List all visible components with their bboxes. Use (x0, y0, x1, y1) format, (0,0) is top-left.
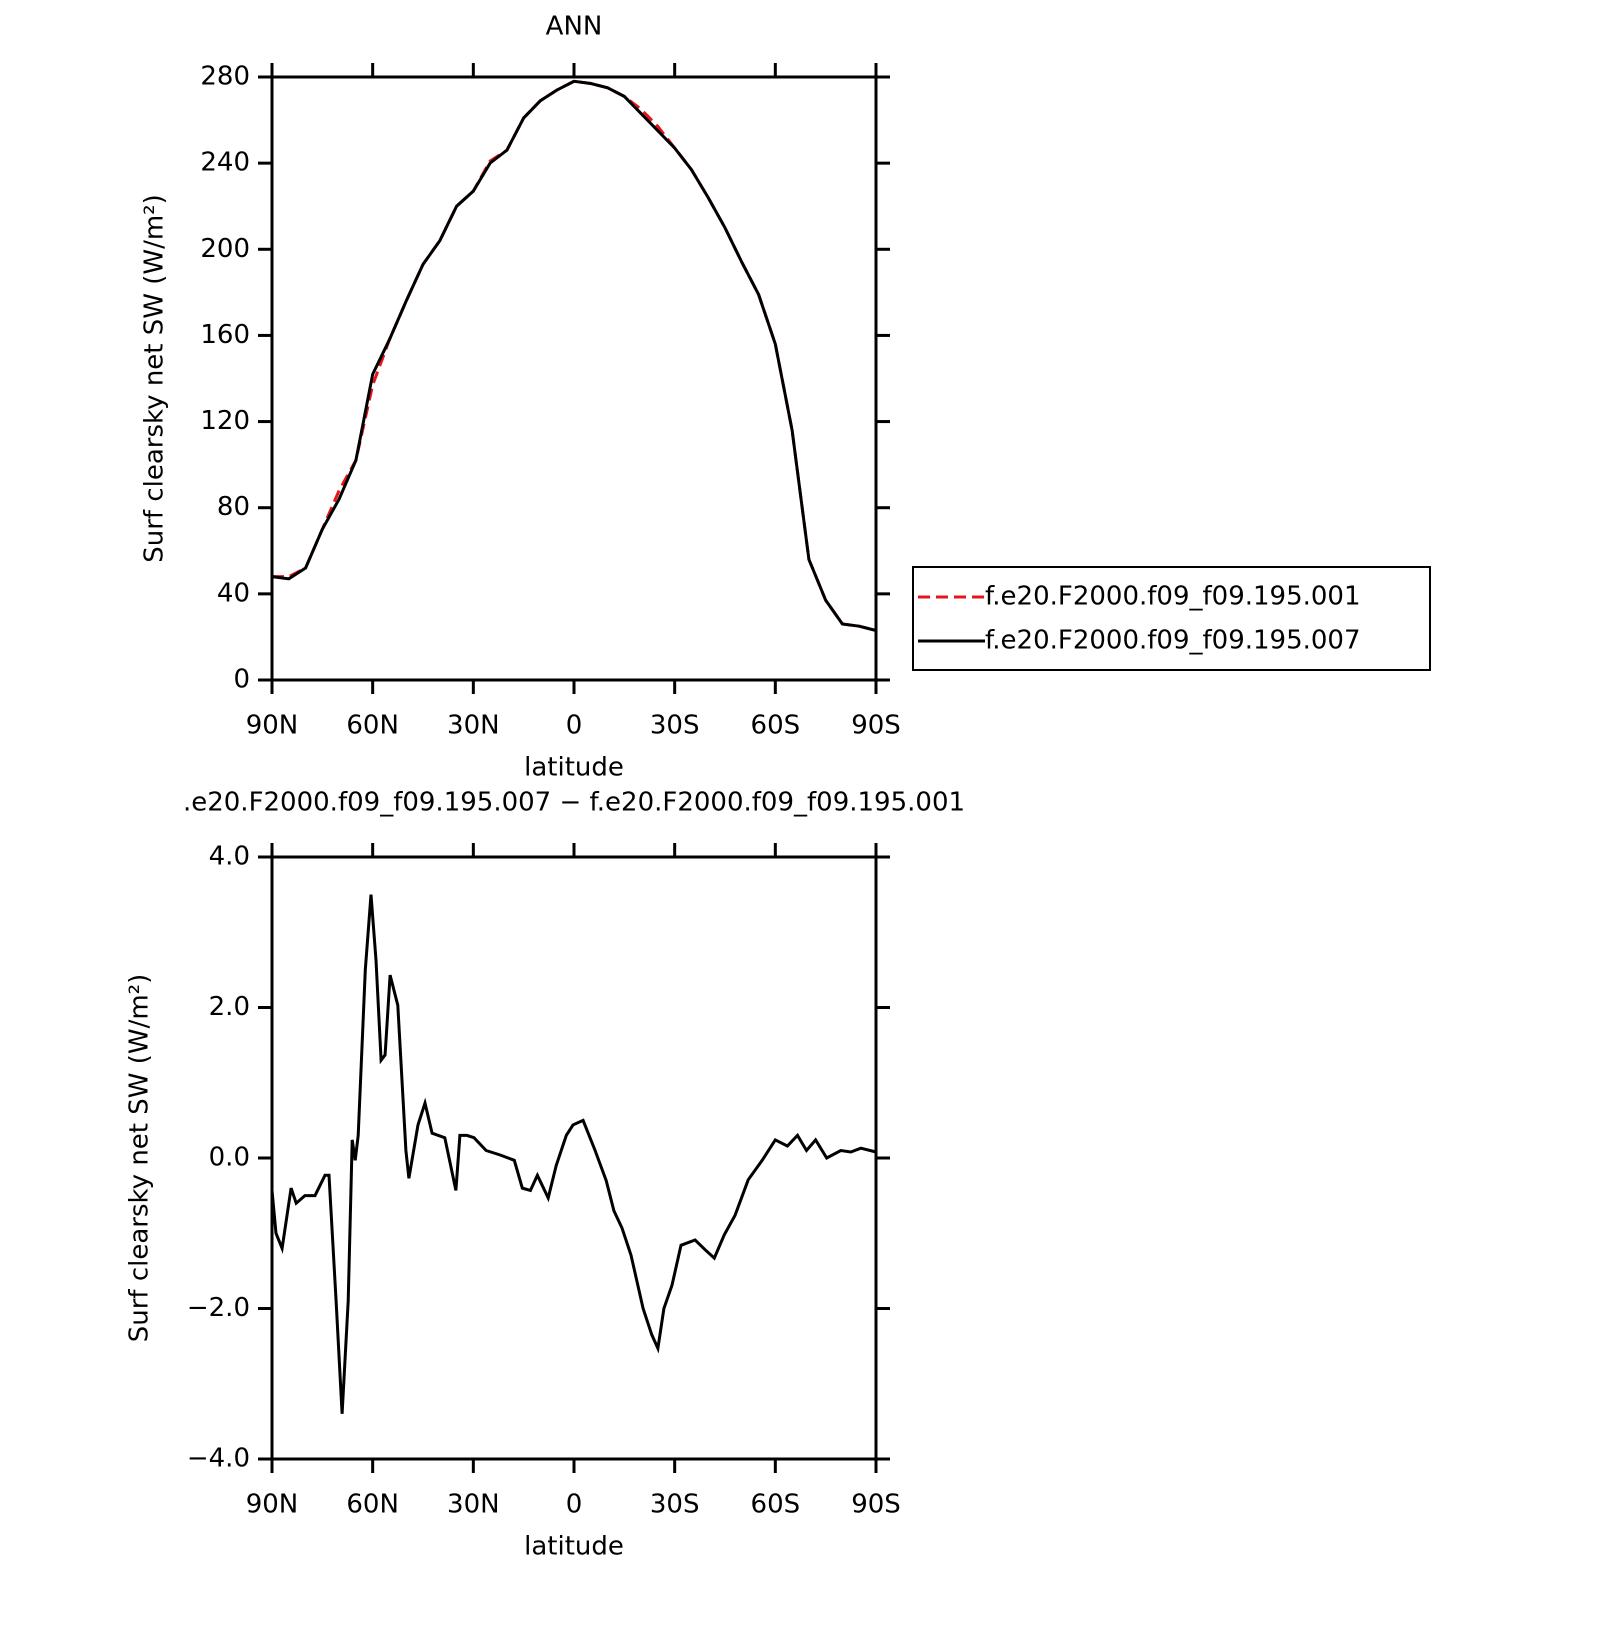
x-axis-label: latitude (524, 1532, 624, 1562)
plot-frame (270, 75, 878, 682)
x-tick-label: 90N (246, 1490, 299, 1520)
plot-frame (270, 855, 878, 1461)
y-axis-label: Surf clearsky net SW (W/m²) (125, 974, 155, 1342)
legend-label: f.e20.F2000.f09_f09.195.001 (985, 582, 1361, 612)
x-axis-label: latitude (524, 753, 624, 783)
x-tick-label: 60S (751, 711, 801, 741)
y-tick-label: 0 (233, 665, 250, 695)
y-tick-label: −4.0 (187, 1444, 250, 1474)
y-tick-label: 4.0 (209, 842, 250, 872)
x-tick-label: 60N (346, 1490, 399, 1520)
y-tick-label: 0.0 (209, 1143, 250, 1173)
y-tick-label: 240 (200, 148, 250, 178)
x-tick-label: 30S (650, 1490, 700, 1520)
y-tick-label: 200 (200, 234, 250, 264)
x-tick-label: 90S (851, 1490, 901, 1520)
y-tick-label: −2.0 (187, 1293, 250, 1323)
legend-box (912, 566, 1431, 671)
y-tick-label: 40 (217, 578, 250, 608)
x-tick-label: 60S (751, 1490, 801, 1520)
series-line (270, 894, 877, 1414)
x-tick-label: 0 (566, 1490, 583, 1520)
y-tick-label: 280 (200, 62, 250, 92)
x-tick-label: 90N (246, 711, 299, 741)
y-tick-label: 80 (217, 492, 250, 522)
y-tick-label: 2.0 (209, 992, 250, 1022)
series-line (271, 79, 877, 632)
x-tick-label: 60N (346, 711, 399, 741)
y-axis-label: Surf clearsky net SW (W/m²) (140, 194, 170, 562)
y-tick-label: 120 (200, 406, 250, 436)
x-tick-label: 90S (851, 711, 901, 741)
chart-title: ANN (546, 12, 603, 42)
x-tick-label: 0 (566, 711, 583, 741)
series-line (272, 79, 877, 632)
x-tick-label: 30N (447, 1490, 500, 1520)
x-tick-label: 30N (447, 711, 500, 741)
chart-title: .e20.F2000.f09_f09.195.007 − f.e20.F2000… (183, 788, 965, 818)
legend-label: f.e20.F2000.f09_f09.195.007 (985, 626, 1361, 656)
y-tick-label: 160 (200, 320, 250, 350)
x-tick-label: 30S (650, 711, 700, 741)
